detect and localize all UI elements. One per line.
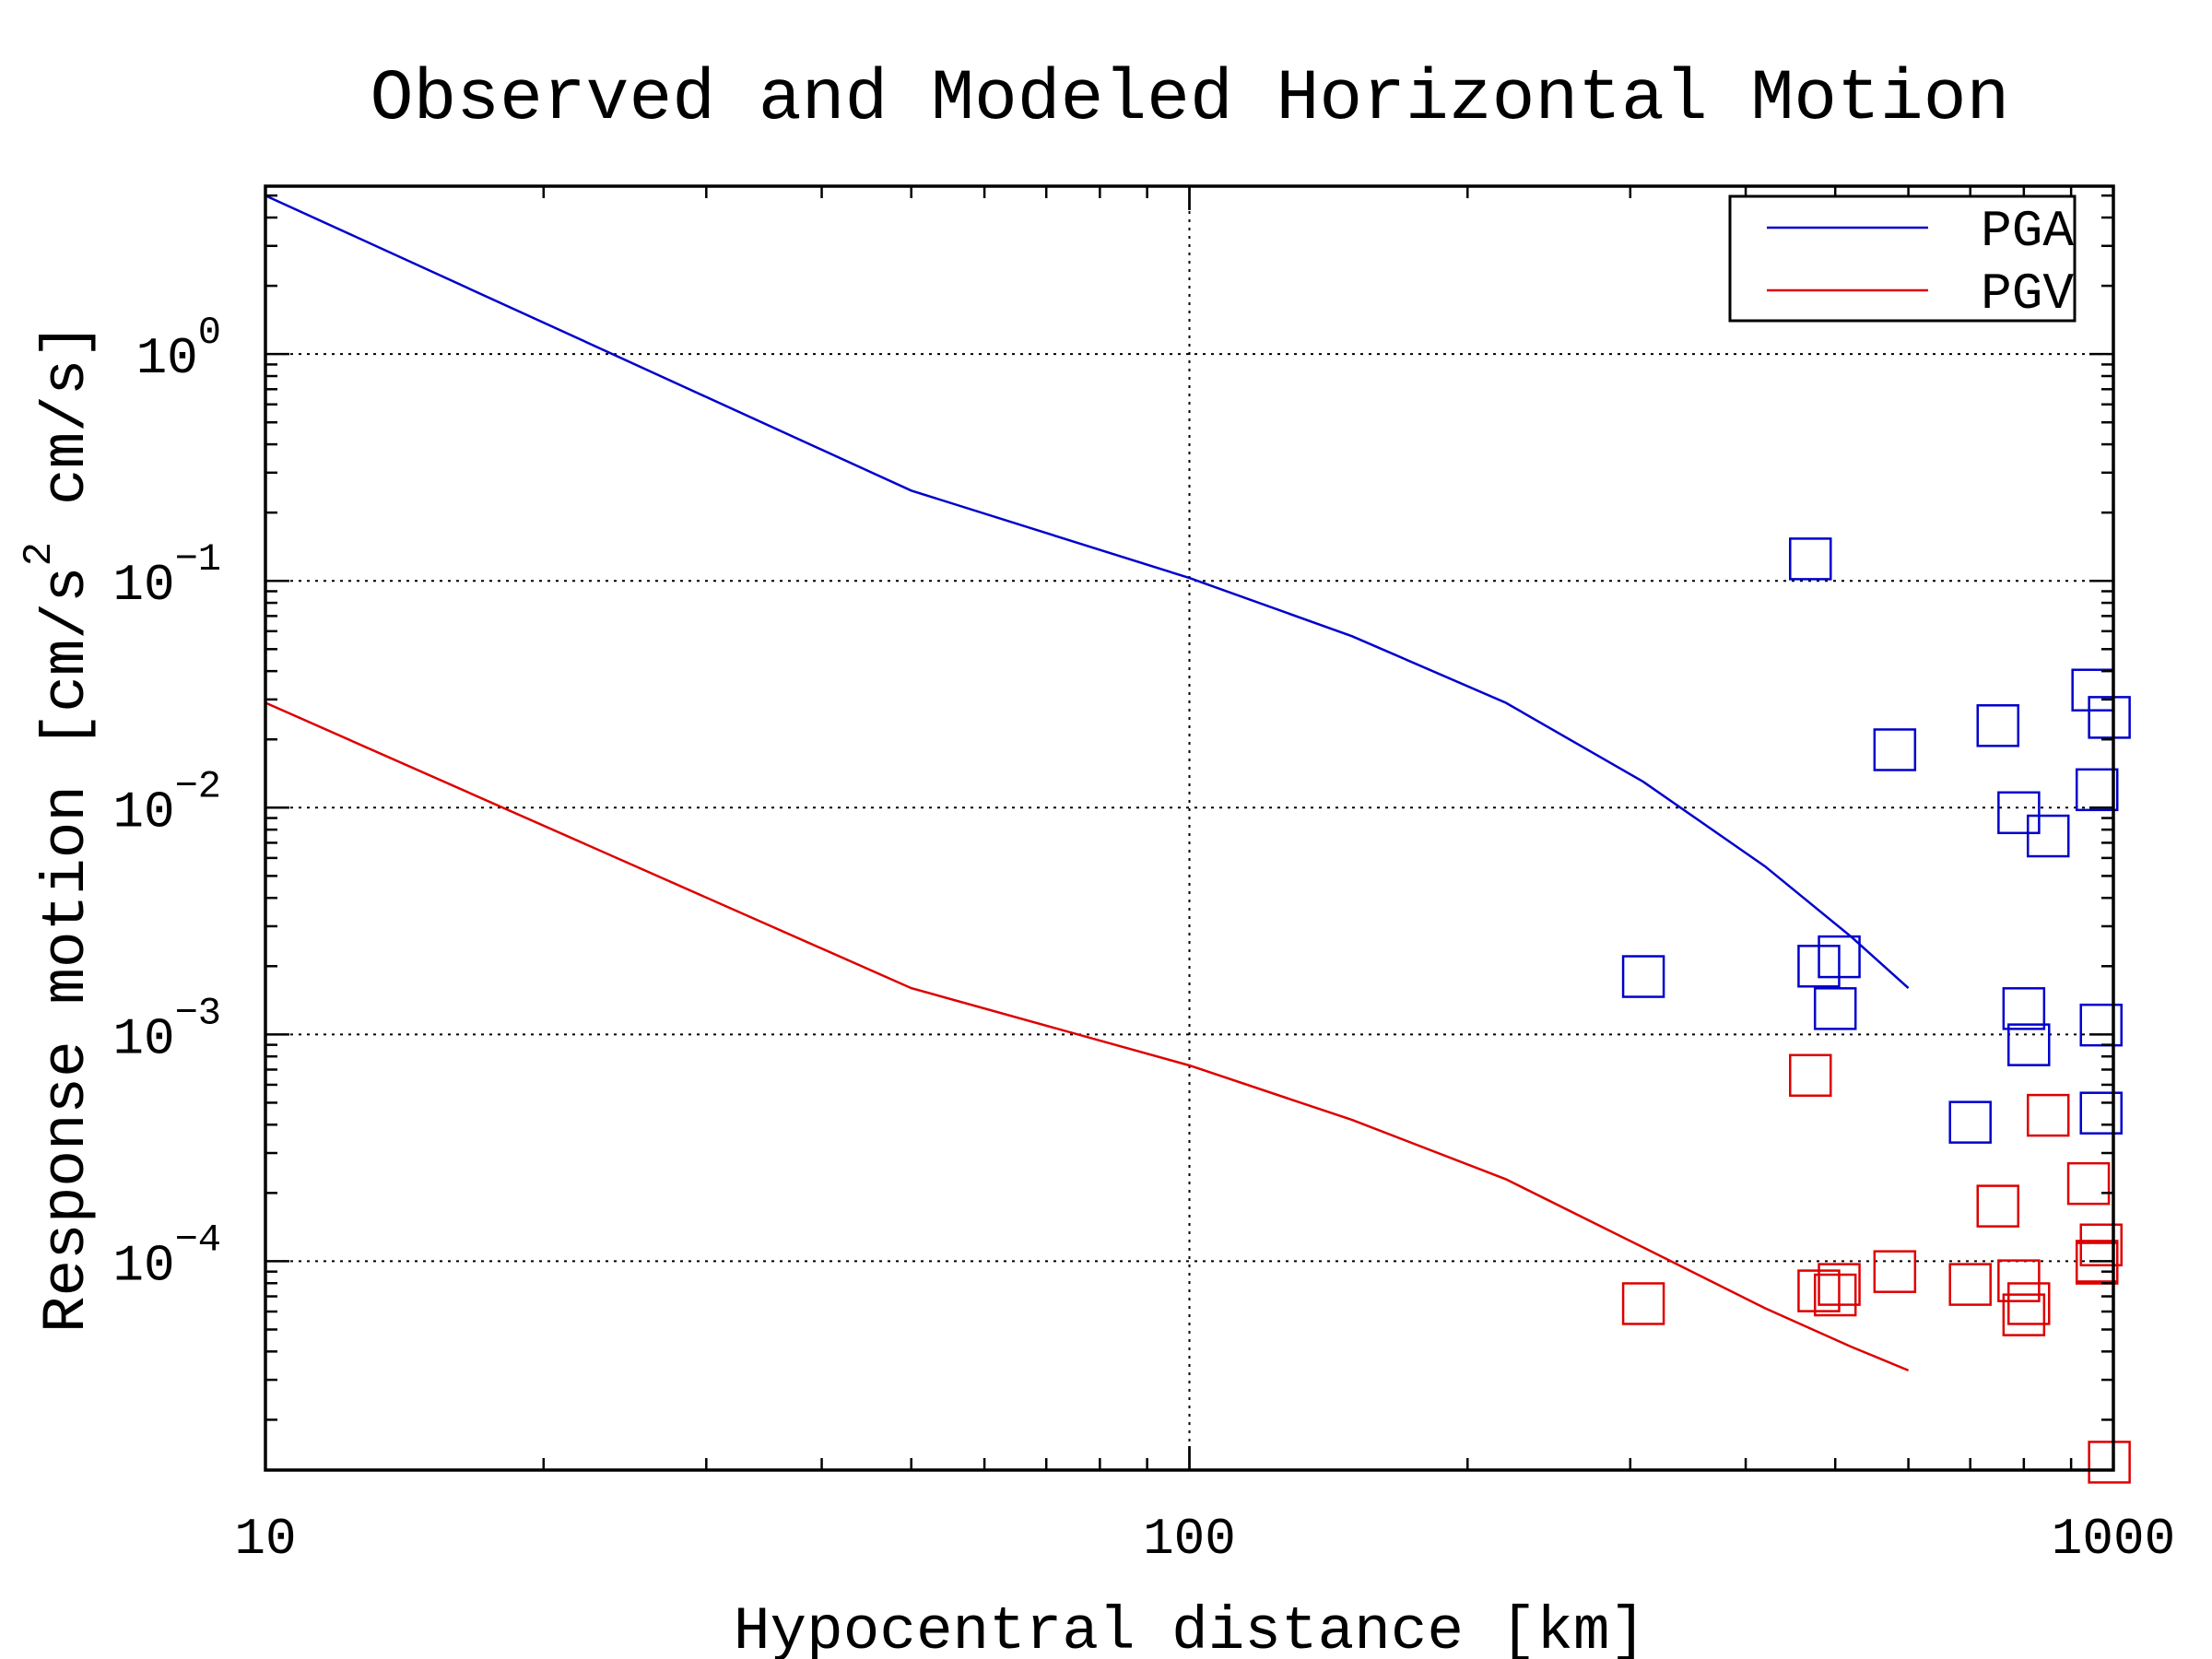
pgv-observed-marker <box>2075 1241 2119 1285</box>
legend-label-pgv: PGV <box>1981 265 2074 324</box>
pgv-observed-marker <box>1873 1250 1917 1293</box>
pgv-observed-marker <box>2079 1223 2123 1266</box>
pgv-observed-marker <box>2007 1282 2051 1325</box>
legend-box <box>1728 194 2077 323</box>
pgv-observed-marker <box>1997 1259 2041 1302</box>
pgv-observed-marker <box>1976 1184 2019 1228</box>
pga-observed-marker <box>1621 955 1665 998</box>
pga-observed-marker <box>1818 935 1861 979</box>
pga-observed-marker <box>1997 791 2041 835</box>
pgv-observed-marker <box>1948 1263 1992 1306</box>
pga-observed-marker <box>2007 1023 2051 1066</box>
axis-ticks <box>264 186 2115 1470</box>
x-tick-labels: 10 100 1000 <box>234 1510 2175 1569</box>
pgv-observed-marker <box>2002 1293 2046 1336</box>
y-tick-labels: 100 10−1 10−2 10−3 10−4 <box>112 311 221 1295</box>
x-tick-label: 1000 <box>2052 1510 2175 1569</box>
y-tick-label: 10−2 <box>112 764 221 841</box>
pga-observed-marker <box>2079 1003 2123 1047</box>
y-tick-label: 10−3 <box>112 991 221 1068</box>
y-tick-label: 10−1 <box>112 537 221 615</box>
y-axis-label-main: Response motion [cm/s <box>32 566 101 1333</box>
pgv-observed-marker <box>2088 1441 2131 1484</box>
y-tick-label: 10−4 <box>112 1218 221 1295</box>
pgv-observed-marker <box>1818 1263 1861 1306</box>
pga-observed-marker <box>1789 537 1832 581</box>
pga-observed-marker <box>1873 728 1917 771</box>
pga-observed-marker <box>2075 768 2119 812</box>
y-axis-label-tail: cm/s] <box>32 323 101 505</box>
x-tick-label: 100 <box>1143 1510 1236 1569</box>
y-tick-label: 100 <box>136 311 221 388</box>
pgv-observed-marker <box>2066 1161 2111 1206</box>
pgv-observed-marker <box>1813 1273 1857 1317</box>
pga-observed-marker <box>2071 668 2114 712</box>
pga-observed-marker <box>2079 1091 2123 1135</box>
y-axis-label: Response motion [cm/s2 cm/s] <box>17 323 101 1333</box>
x-axis-label: Hypocentral distance [km] <box>734 1597 1646 1659</box>
pga-observed-marker <box>2026 814 2070 858</box>
chart-title: Observed and Modeled Horizontal Motion <box>371 59 2010 140</box>
pgv-model-line <box>265 701 1910 1372</box>
pga-observed-marker <box>2002 987 2046 1030</box>
pga-observed-marker <box>1976 704 2019 747</box>
pga-observed-marker <box>2088 696 2131 739</box>
observed-markers <box>1621 537 2131 1484</box>
pga-model-line <box>265 194 1910 990</box>
pga-observed-marker <box>1948 1100 1992 1144</box>
legend-label-pga: PGA <box>1981 202 2074 261</box>
pgv-observed-marker <box>2026 1093 2070 1137</box>
pgv-observed-marker <box>1789 1053 1832 1098</box>
grid <box>265 186 2113 1470</box>
pgv-observed-marker <box>1621 1282 1665 1325</box>
y-axis-label-superscript: 2 <box>17 542 63 566</box>
series-lines <box>265 194 1910 1372</box>
pga-observed-marker <box>1813 987 1857 1030</box>
x-tick-label: 10 <box>234 1510 296 1569</box>
